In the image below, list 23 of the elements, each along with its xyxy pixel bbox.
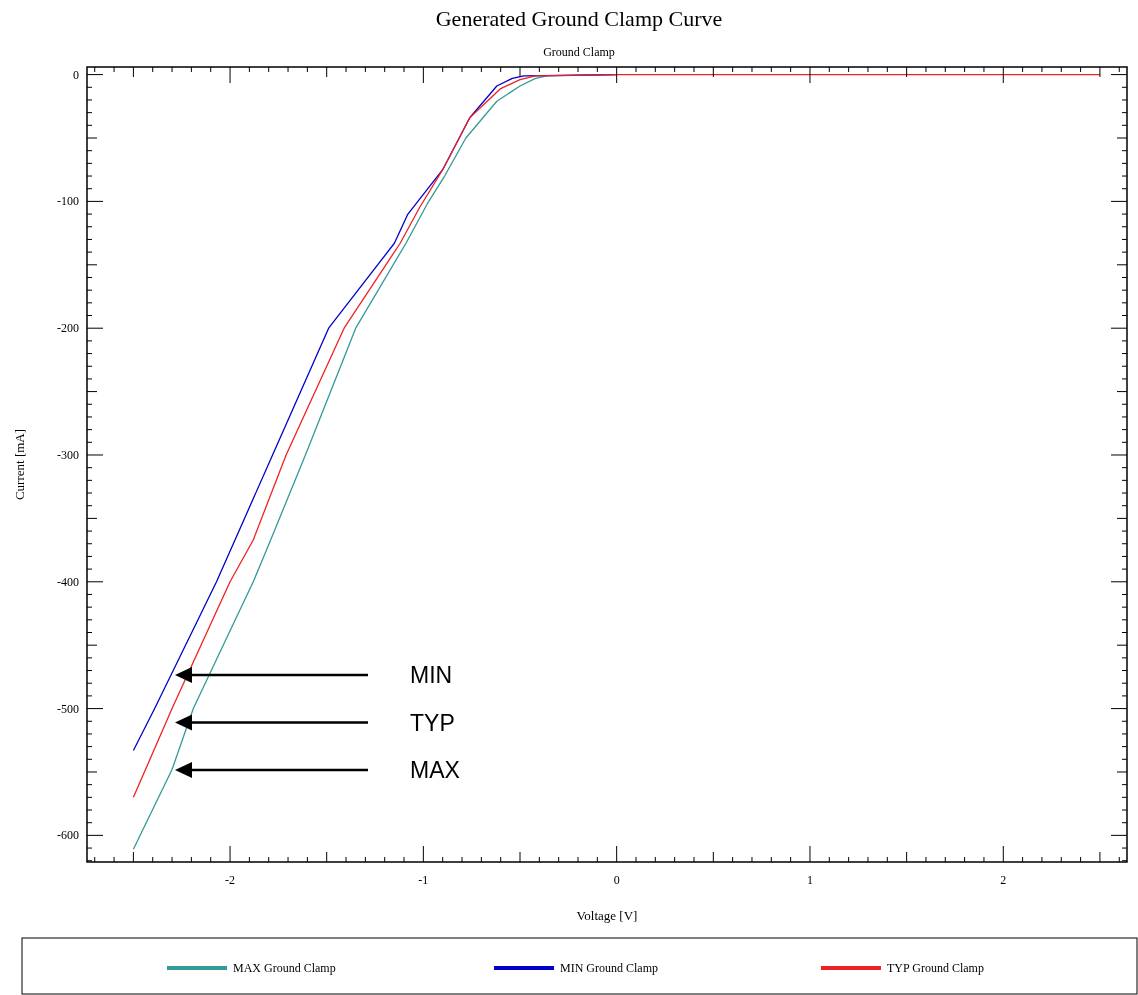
y-tick-label: -500 — [57, 701, 79, 716]
y-tick-label: 0 — [73, 67, 79, 82]
chart-title: Generated Ground Clamp Curve — [435, 6, 723, 31]
x-tick-label: 2 — [1000, 873, 1007, 887]
y-tick-label: -400 — [57, 574, 79, 589]
x-tick-label: -2 — [225, 873, 236, 887]
annotation: MIN — [410, 662, 453, 688]
annotation: MAX — [410, 757, 460, 783]
y-tick-label: -300 — [57, 447, 79, 462]
x-axis-title: Voltage [V] — [576, 908, 638, 923]
annotation: TYP — [410, 709, 455, 736]
chart-subtitle: Ground Clamp — [543, 45, 615, 59]
y-tick-label: -100 — [57, 194, 79, 209]
x-tick-label: 0 — [613, 873, 620, 887]
legend-label: TYP Ground Clamp — [887, 961, 984, 975]
y-tick-label: -600 — [57, 828, 79, 843]
legend-label: MAX Ground Clamp — [233, 961, 336, 975]
line-series — [132, 73, 1101, 798]
x-tick-label: -1 — [418, 873, 429, 887]
legend-label: MIN Ground Clamp — [560, 961, 658, 975]
y-tick-label: -200 — [57, 321, 79, 336]
x-tick-label: 1 — [806, 873, 813, 887]
y-axis-title: Current [mA] — [12, 428, 27, 501]
